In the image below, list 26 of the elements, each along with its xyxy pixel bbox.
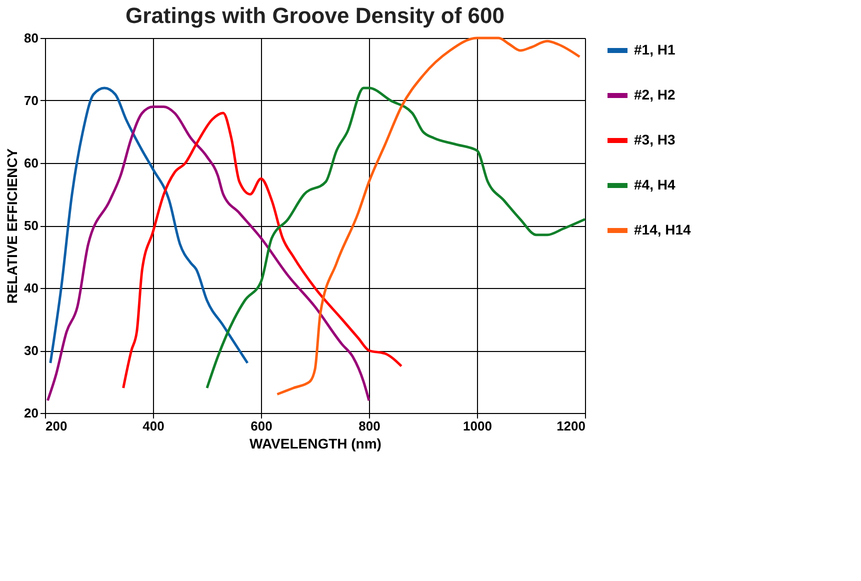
legend-label: #3, H3 [634, 132, 676, 148]
line-series [122, 112, 403, 390]
x-tick-label: 400 [142, 418, 164, 434]
y-axis-title: RELATIVE EFFICIENCY [4, 148, 20, 304]
x-axis-title: WAVELENGTH (nm) [250, 436, 382, 452]
x-tick-label: 1200 [556, 418, 586, 434]
legend-label: #4, H4 [634, 176, 676, 192]
legend-label: #2, H2 [634, 86, 676, 102]
x-tick-label: 600 [250, 418, 272, 434]
y-tick-label: 60 [24, 156, 38, 170]
y-tick-label: 40 [24, 280, 38, 296]
x-tick-label: 200 [46, 418, 68, 434]
line-series [49, 86, 249, 364]
line-series [276, 36, 581, 396]
legend-label: #1, H1 [634, 42, 676, 58]
y-tick-label: 50 [24, 218, 38, 233]
y-tick-label: 20 [24, 406, 38, 420]
y-tick-label: 70 [24, 93, 38, 108]
y-tick-label: 30 [24, 343, 38, 358]
y-tick-label: 80 [24, 30, 38, 46]
x-tick-label: 800 [358, 418, 380, 434]
x-tick-label: 1000 [463, 418, 492, 434]
line-series [46, 106, 370, 402]
legend-label: #14, H14 [634, 222, 692, 238]
chart-title: Gratings with Groove Density of 600 [126, 3, 504, 28]
line-series [206, 86, 586, 390]
